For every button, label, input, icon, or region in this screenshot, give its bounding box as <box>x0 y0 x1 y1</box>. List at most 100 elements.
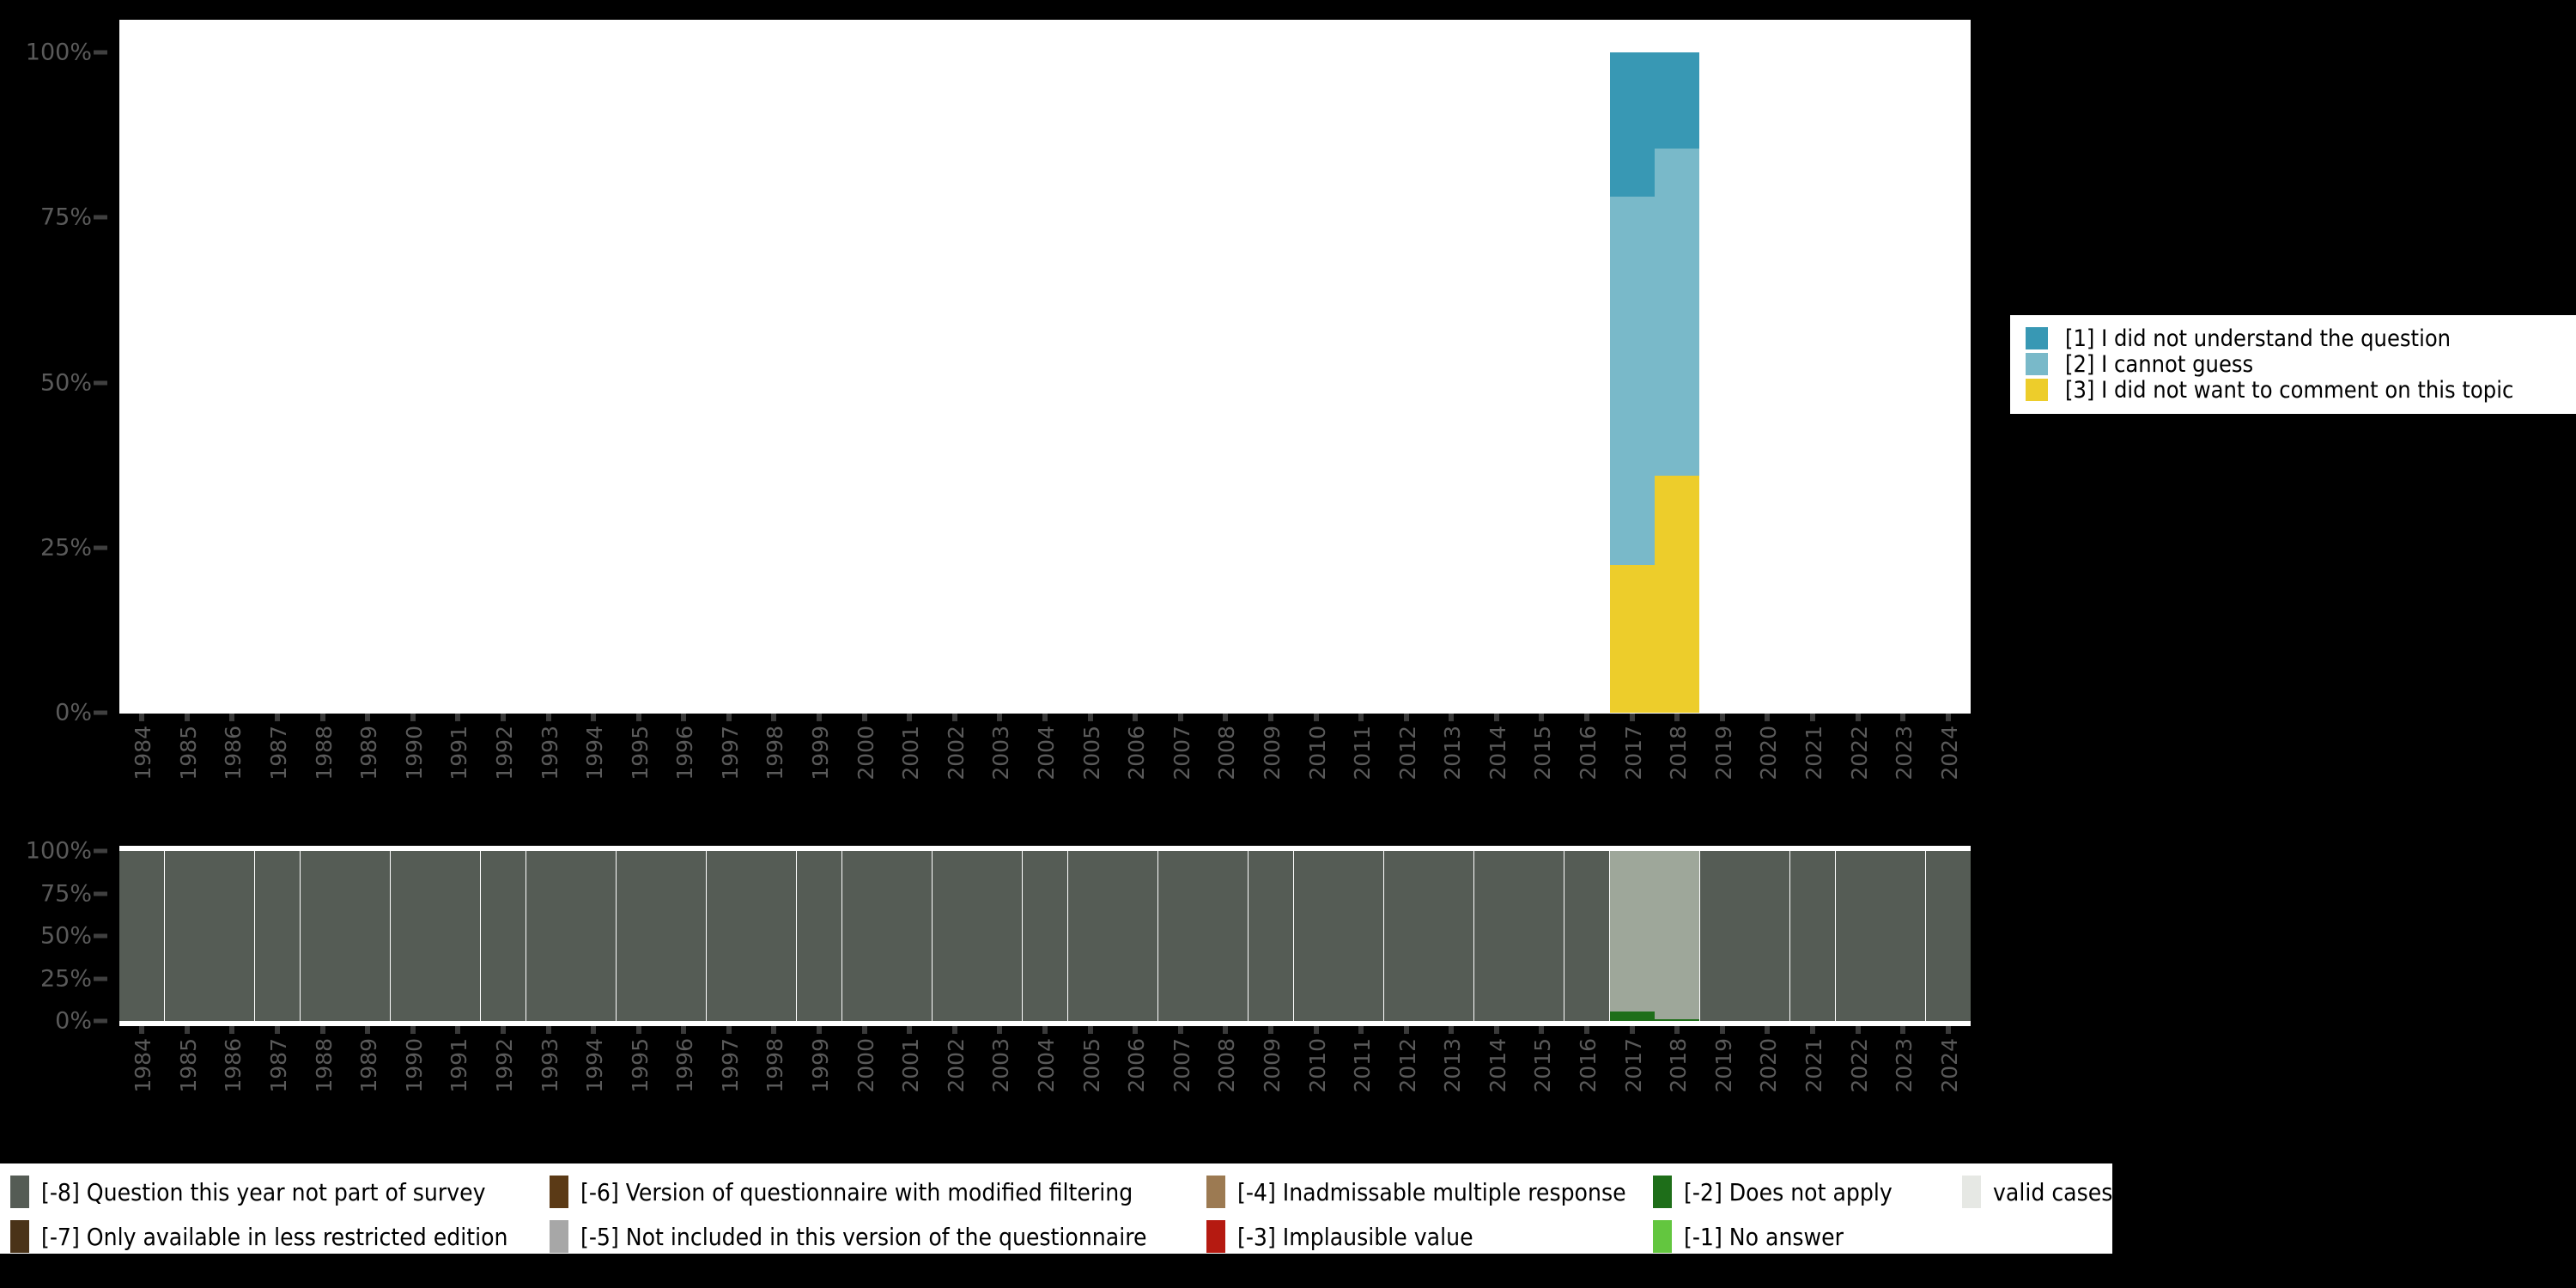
validity-bar-segment[interactable] <box>255 851 301 1021</box>
validity-bar-segment[interactable] <box>1564 851 1610 1021</box>
validity-bar-column[interactable] <box>435 851 481 1021</box>
validity-bar-segment[interactable] <box>1429 851 1474 1021</box>
validity-bar-segment[interactable] <box>616 851 661 1021</box>
validity-bar-segment[interactable] <box>1925 851 1971 1021</box>
validity-bar-column[interactable] <box>1339 851 1384 1021</box>
validity-bar-segment[interactable] <box>300 851 345 1021</box>
validity-bar-segment[interactable] <box>390 851 435 1021</box>
validity-bar-column[interactable] <box>1699 851 1745 1021</box>
validity-bar-segment[interactable] <box>1880 851 1926 1021</box>
validity-bar-column[interactable] <box>887 851 933 1021</box>
validity-bar-column[interactable] <box>164 851 210 1021</box>
validity-bar-column[interactable] <box>1789 851 1835 1021</box>
validity-bar-column[interactable] <box>1880 851 1926 1021</box>
response-legend-item[interactable]: [1] I did not understand the question <box>2026 325 2576 352</box>
validity-bar-column[interactable] <box>210 851 255 1021</box>
bar-segment[interactable] <box>1655 475 1700 713</box>
response-legend-item[interactable]: [2] I cannot guess <box>2026 351 2576 378</box>
validity-bar-segment[interactable] <box>1473 851 1519 1021</box>
validity-bar-segment[interactable] <box>932 851 977 1021</box>
validity-bar-column[interactable] <box>706 851 751 1021</box>
missing-legend-item[interactable]: [-5] Not included in this version of the… <box>550 1220 1146 1253</box>
bar-column[interactable] <box>1609 20 1655 714</box>
bar-segment[interactable] <box>1655 52 1700 149</box>
validity-bar-segment[interactable] <box>164 851 210 1021</box>
validity-bar-column[interactable] <box>1429 851 1474 1021</box>
validity-bar-segment[interactable] <box>1383 851 1429 1021</box>
validity-bar-column[interactable] <box>661 851 707 1021</box>
validity-bar-column[interactable] <box>1835 851 1880 1021</box>
validity-bar-column[interactable] <box>616 851 661 1021</box>
validity-bar-column[interactable] <box>797 851 842 1021</box>
validity-bar-segment[interactable] <box>1293 851 1339 1021</box>
validity-bar-column[interactable] <box>390 851 435 1021</box>
validity-bar-column[interactable] <box>1023 851 1067 1021</box>
validity-bar-column[interactable] <box>571 851 617 1021</box>
validity-bar-column[interactable] <box>1067 851 1113 1021</box>
validity-bar-segment[interactable] <box>1023 851 1067 1021</box>
missing-legend-item[interactable]: [-1] No answer <box>1653 1220 1844 1253</box>
missing-legend-item[interactable]: [-4] Inadmissable multiple response <box>1206 1176 1626 1208</box>
validity-bar-segment[interactable] <box>210 851 255 1021</box>
validity-bar-segment[interactable] <box>841 851 887 1021</box>
bar-segment[interactable] <box>1609 564 1655 713</box>
missing-legend-item[interactable]: valid cases <box>1962 1176 2112 1208</box>
validity-bar-column[interactable] <box>1925 851 1971 1021</box>
validity-bar-column[interactable] <box>526 851 571 1021</box>
validity-bar-column[interactable] <box>1473 851 1519 1021</box>
missing-legend-item[interactable]: [-3] Implausible value <box>1206 1220 1473 1253</box>
validity-bar-column[interactable] <box>751 851 797 1021</box>
validity-bar-segment[interactable] <box>480 851 526 1021</box>
validity-bar-segment[interactable] <box>1113 851 1158 1021</box>
validity-bar-segment[interactable] <box>1655 1018 1700 1021</box>
validity-bar-segment[interactable] <box>1745 851 1790 1021</box>
validity-bar-column[interactable] <box>1609 851 1655 1021</box>
validity-bar-segment[interactable] <box>1248 851 1293 1021</box>
validity-bar-column[interactable] <box>1203 851 1249 1021</box>
validity-bar-segment[interactable] <box>1609 1012 1655 1021</box>
validity-bar-segment[interactable] <box>1203 851 1249 1021</box>
bar-segment[interactable] <box>1655 148 1700 476</box>
validity-bar-column[interactable] <box>1113 851 1158 1021</box>
bar-segment[interactable] <box>1609 196 1655 565</box>
validity-bar-column[interactable] <box>1564 851 1610 1021</box>
validity-bar-column[interactable] <box>977 851 1023 1021</box>
validity-bar-column[interactable] <box>1745 851 1790 1021</box>
validity-bar-segment[interactable] <box>571 851 617 1021</box>
validity-bar-column[interactable] <box>1293 851 1339 1021</box>
validity-bar-segment[interactable] <box>1067 851 1113 1021</box>
validity-bar-segment[interactable] <box>119 851 165 1021</box>
validity-bar-segment[interactable] <box>1789 851 1835 1021</box>
validity-bar-column[interactable] <box>1248 851 1293 1021</box>
validity-bar-segment[interactable] <box>887 851 933 1021</box>
validity-bar-segment[interactable] <box>1519 851 1564 1021</box>
validity-bar-column[interactable] <box>841 851 887 1021</box>
validity-bar-column[interactable] <box>119 851 165 1021</box>
validity-bar-column[interactable] <box>300 851 345 1021</box>
validity-bar-column[interactable] <box>480 851 526 1021</box>
missing-legend-item[interactable]: [-8] Question this year not part of surv… <box>10 1176 486 1208</box>
validity-bar-column[interactable] <box>1519 851 1564 1021</box>
validity-bar-segment[interactable] <box>1609 851 1655 1012</box>
validity-bar-segment[interactable] <box>751 851 797 1021</box>
validity-bar-segment[interactable] <box>661 851 707 1021</box>
validity-bar-column[interactable] <box>255 851 301 1021</box>
validity-bar-column[interactable] <box>1383 851 1429 1021</box>
validity-bar-segment[interactable] <box>345 851 391 1021</box>
validity-bar-segment[interactable] <box>526 851 571 1021</box>
missing-legend-item[interactable]: [-2] Does not apply <box>1653 1176 1893 1208</box>
validity-bar-segment[interactable] <box>977 851 1023 1021</box>
validity-bar-column[interactable] <box>932 851 977 1021</box>
validity-bar-segment[interactable] <box>1655 851 1700 1019</box>
bar-column[interactable] <box>1655 20 1700 714</box>
validity-bar-column[interactable] <box>1157 851 1203 1021</box>
validity-bar-segment[interactable] <box>1157 851 1203 1021</box>
missing-legend-item[interactable]: [-7] Only available in less restricted e… <box>10 1220 507 1253</box>
validity-bar-segment[interactable] <box>1339 851 1384 1021</box>
missing-legend-item[interactable]: [-6] Version of questionnaire with modif… <box>550 1176 1133 1208</box>
validity-bar-segment[interactable] <box>1835 851 1880 1021</box>
response-legend-item[interactable]: [3] I did not want to comment on this to… <box>2026 377 2576 404</box>
validity-bar-segment[interactable] <box>797 851 842 1021</box>
validity-bar-column[interactable] <box>345 851 391 1021</box>
validity-bar-segment[interactable] <box>435 851 481 1021</box>
